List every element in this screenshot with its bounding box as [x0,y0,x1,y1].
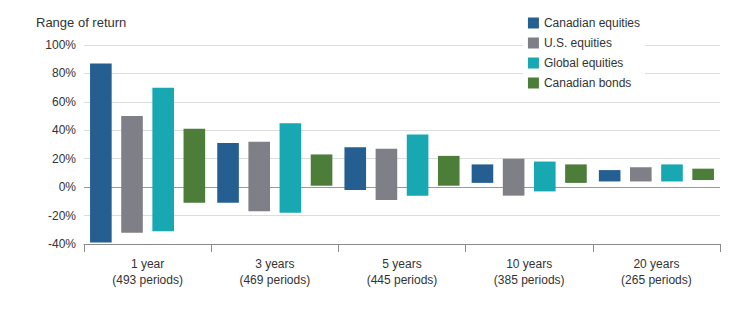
svg-text:(493 periods): (493 periods) [112,273,183,287]
svg-text:10 years: 10 years [506,257,552,271]
svg-text:1 year: 1 year [131,257,164,271]
svg-text:5 years: 5 years [382,257,421,271]
svg-text:(469 periods): (469 periods) [239,273,310,287]
svg-text:Global equities: Global equities [544,56,623,70]
svg-text:20%: 20% [52,152,76,166]
svg-text:Canadian bonds: Canadian bonds [544,76,631,90]
svg-text:40%: 40% [52,123,76,137]
svg-text:20 years: 20 years [633,257,679,271]
svg-text:-20%: -20% [48,209,76,223]
svg-text:-40%: -40% [48,237,76,251]
svg-text:3 years: 3 years [255,257,294,271]
svg-text:Canadian equities: Canadian equities [544,16,640,30]
svg-text:(385 periods): (385 periods) [494,273,565,287]
svg-text:(445 periods): (445 periods) [367,273,438,287]
svg-text:80%: 80% [52,66,76,80]
svg-text:U.S. equities: U.S. equities [544,36,612,50]
svg-text:60%: 60% [52,95,76,109]
svg-text:Range of return: Range of return [36,15,126,30]
svg-text:(265 periods): (265 periods) [621,273,692,287]
svg-text:100%: 100% [45,38,76,52]
svg-text:0%: 0% [59,180,77,194]
